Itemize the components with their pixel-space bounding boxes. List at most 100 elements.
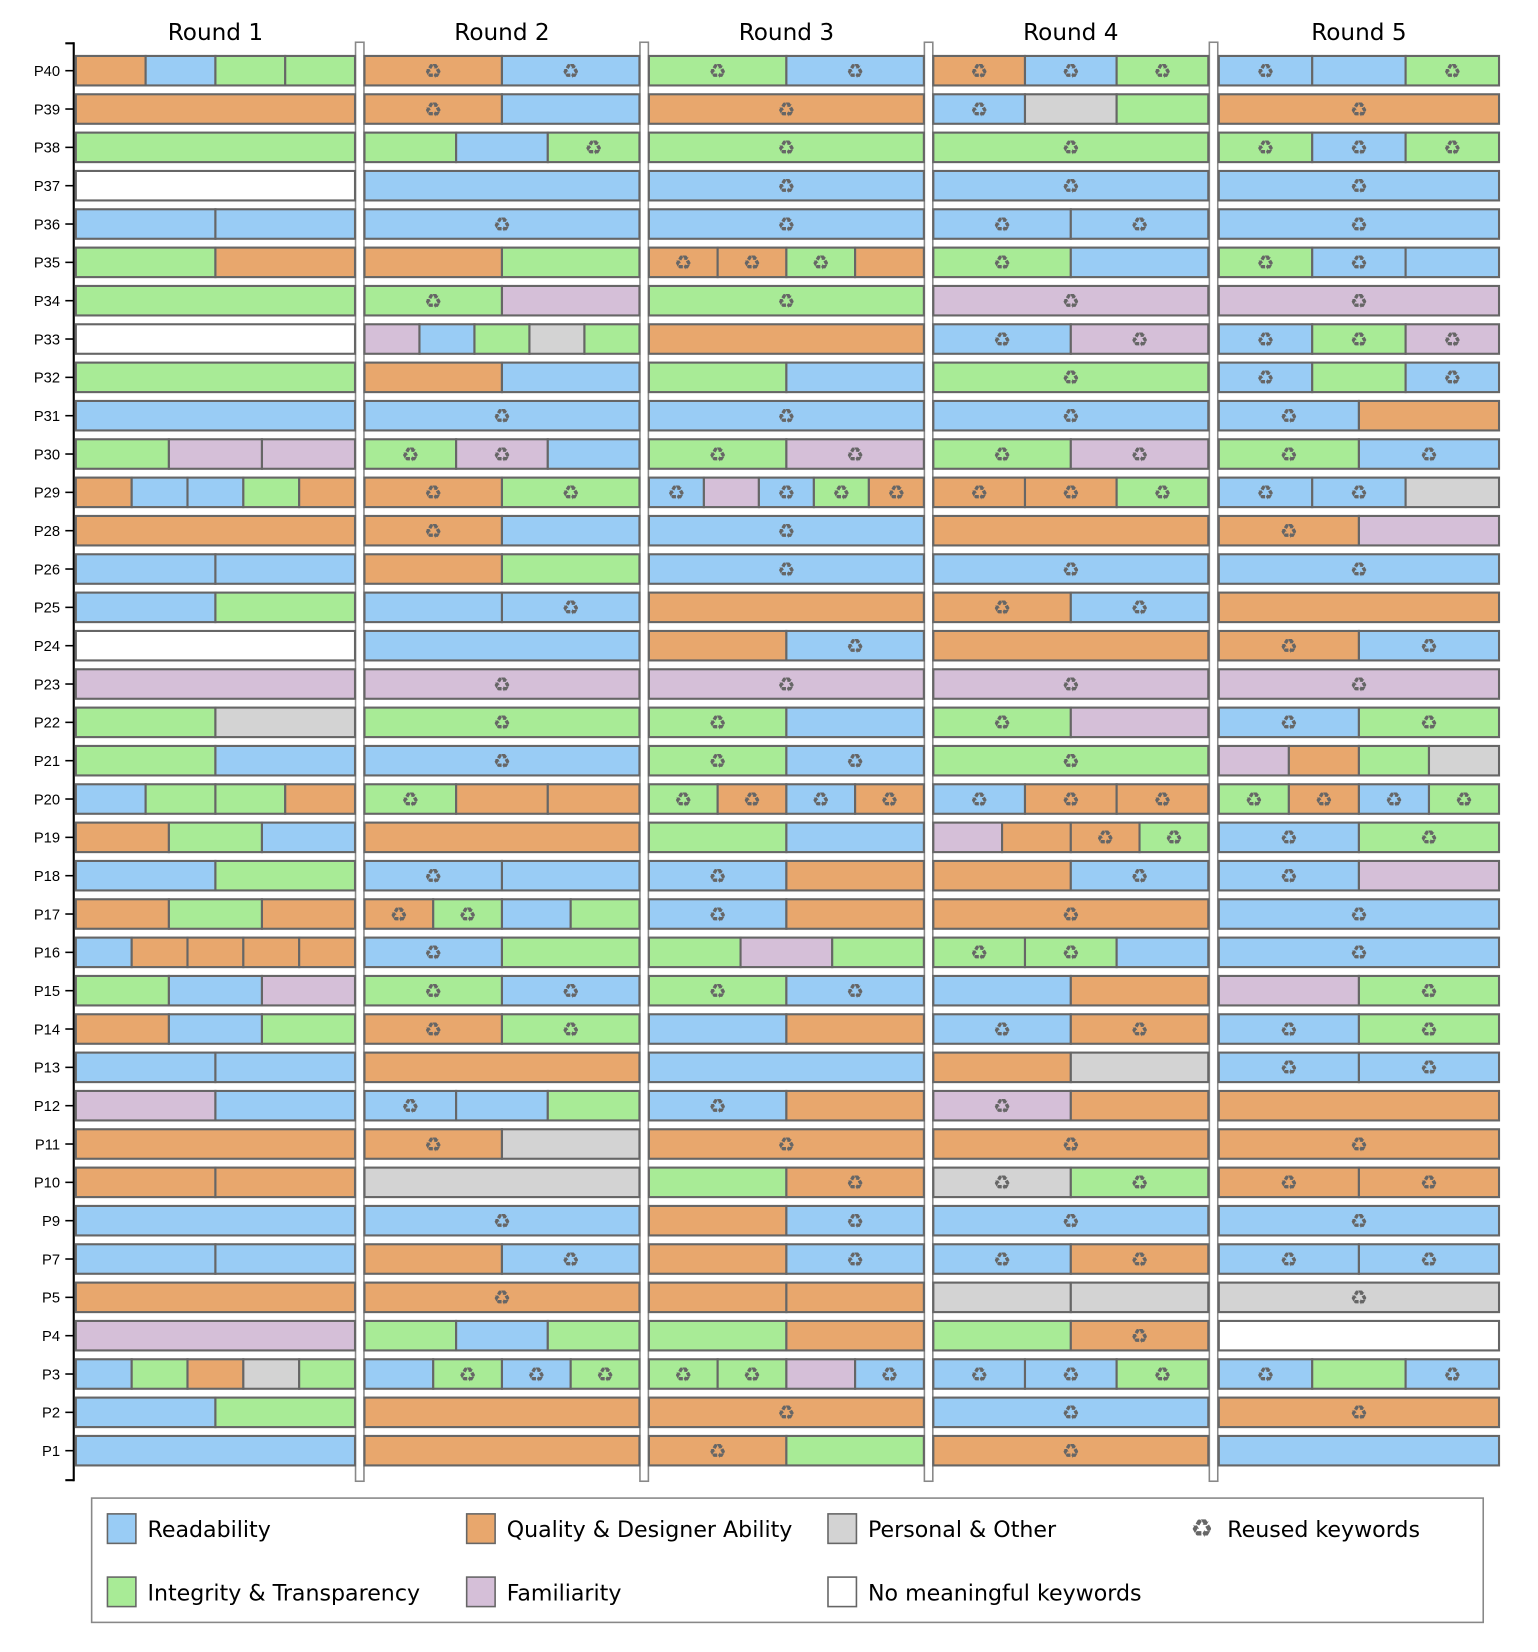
segment-quality-designer-ability xyxy=(363,361,504,394)
segment-readability xyxy=(647,1051,925,1084)
segment-familiarity xyxy=(932,668,1210,700)
segment-readability xyxy=(785,783,857,815)
segment-quality-designer-ability xyxy=(546,783,641,815)
participant-row-P31: ♻ ♻ ♻ ♻ xyxy=(74,399,1501,432)
segment-readability xyxy=(1023,1358,1118,1390)
segment-readability xyxy=(1217,859,1360,892)
recycle-icon: ♻ xyxy=(832,481,850,505)
segment-quality-designer-ability xyxy=(363,1396,641,1429)
segment-readability xyxy=(785,706,925,739)
recycle-icon: ♻ xyxy=(585,136,603,160)
segment-quality-designer-ability xyxy=(932,591,1072,624)
segment-personal-other xyxy=(932,1281,1072,1314)
segment-quality-designer-ability xyxy=(284,783,357,815)
participant-row-P15: ♻ ♻ ♻ ♻ ♻ xyxy=(74,974,1501,1007)
segment-readability xyxy=(757,476,815,509)
segment-integrity-transparency xyxy=(932,936,1027,969)
segment-quality-designer-ability xyxy=(260,898,357,930)
segment-personal-other xyxy=(1023,93,1118,125)
recycle-icon: ♻ xyxy=(1062,557,1080,581)
recycle-icon: ♻ xyxy=(424,941,442,965)
recycle-icon: ♻ xyxy=(424,289,442,313)
segment-integrity-transparency xyxy=(546,131,641,164)
legend-frame xyxy=(90,1497,1485,1624)
recycle-icon: ♻ xyxy=(777,212,795,236)
recycle-icon: ♻ xyxy=(1350,174,1368,198)
recycle-icon: ♻ xyxy=(1420,1247,1438,1271)
legend-label: Reused keywords xyxy=(1227,1517,1420,1543)
recycle-icon: ♻ xyxy=(1062,902,1080,926)
recycle-icon: ♻ xyxy=(1131,1247,1149,1271)
segment-integrity-transparency xyxy=(932,361,1210,394)
segment-quality-designer-ability xyxy=(186,1358,245,1390)
segment-quality-designer-ability xyxy=(647,93,925,125)
segment-integrity-transparency xyxy=(298,1358,357,1390)
recycle-icon: ♻ xyxy=(424,519,442,543)
legend-swatch xyxy=(465,1513,496,1545)
segment-readability xyxy=(647,208,925,240)
recycle-icon: ♻ xyxy=(846,1209,864,1233)
segment-readability xyxy=(647,399,925,432)
segment-integrity-transparency xyxy=(1357,706,1501,739)
recycle-icon: ♻ xyxy=(1153,481,1171,505)
segment-quality-designer-ability xyxy=(298,936,357,969)
participant-label: P10 xyxy=(34,1176,60,1192)
segment-integrity-transparency xyxy=(1217,783,1290,815)
recycle-icon: ♻ xyxy=(667,481,685,505)
segment-readability xyxy=(130,476,189,509)
recycle-icon: ♻ xyxy=(1257,481,1275,505)
segment-quality-designer-ability xyxy=(932,898,1210,930)
segment-no-meaningful-keywords xyxy=(74,323,357,355)
recycle-icon: ♻ xyxy=(970,1362,988,1386)
segment-integrity-transparency xyxy=(500,553,641,585)
participant-label: P40 xyxy=(34,64,60,80)
segment-readability xyxy=(932,399,1210,432)
segment-readability xyxy=(785,54,925,87)
round-header: Round 5 xyxy=(1311,19,1406,46)
recycle-icon: ♻ xyxy=(1350,327,1368,351)
recycle-icon: ♻ xyxy=(459,902,477,926)
segment-personal-other xyxy=(528,323,586,355)
segment-readability xyxy=(1217,1051,1360,1084)
segment-quality-designer-ability xyxy=(1069,1089,1210,1122)
segment-readability xyxy=(1217,936,1501,969)
recycle-icon: ♻ xyxy=(993,251,1011,275)
segment-quality-designer-ability xyxy=(785,1166,925,1199)
segment-quality-designer-ability xyxy=(363,1051,641,1084)
recycle-icon: ♻ xyxy=(993,596,1011,620)
recycle-icon: ♻ xyxy=(1350,481,1368,505)
recycle-icon: ♻ xyxy=(777,672,795,696)
segment-integrity-transparency xyxy=(363,438,458,470)
recycle-icon: ♻ xyxy=(881,1362,899,1386)
segment-readability xyxy=(1217,399,1360,432)
segment-readability xyxy=(1357,438,1501,470)
segment-integrity-transparency xyxy=(1357,974,1501,1007)
segment-readability xyxy=(214,553,357,585)
segment-readability xyxy=(1217,553,1501,585)
segment-quality-designer-ability xyxy=(932,629,1210,662)
segment-familiarity xyxy=(363,323,421,355)
segment-integrity-transparency xyxy=(74,438,170,470)
segment-integrity-transparency xyxy=(932,131,1210,164)
segment-integrity-transparency xyxy=(1357,1013,1501,1045)
segment-readability xyxy=(932,1204,1210,1237)
segment-readability xyxy=(647,1013,788,1045)
segment-quality-designer-ability xyxy=(1217,1396,1501,1429)
segment-personal-other xyxy=(1217,1281,1501,1314)
segment-quality-designer-ability xyxy=(1069,974,1210,1007)
segment-quality-designer-ability xyxy=(74,821,170,854)
segment-readability xyxy=(647,476,705,509)
recycle-icon: ♻ xyxy=(993,1094,1011,1118)
participant-label: P35 xyxy=(34,256,60,272)
recycle-icon: ♻ xyxy=(777,1132,795,1156)
recycle-icon: ♻ xyxy=(1257,136,1275,160)
segment-readability xyxy=(785,1243,925,1275)
recycle-icon: ♻ xyxy=(1257,251,1275,275)
recycle-icon: ♻ xyxy=(1062,404,1080,428)
participant-label: P32 xyxy=(34,371,60,387)
legend-label: No meaningful keywords xyxy=(868,1580,1142,1606)
segment-familiarity xyxy=(739,936,834,969)
segment-quality-designer-ability xyxy=(363,514,504,547)
recycle-icon: ♻ xyxy=(846,749,864,773)
recycle-icon: ♻ xyxy=(993,1247,1011,1271)
